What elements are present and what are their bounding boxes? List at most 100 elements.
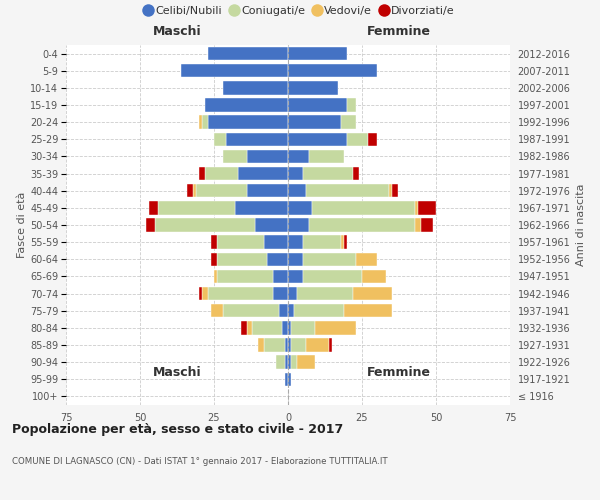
Bar — [146, 218, 155, 232]
Bar — [389, 184, 392, 198]
Bar — [314, 321, 356, 334]
Y-axis label: Anni di nascita: Anni di nascita — [576, 184, 586, 266]
Bar — [341, 116, 356, 129]
Bar — [288, 47, 347, 60]
Bar — [288, 201, 311, 214]
Bar — [288, 81, 338, 94]
Bar — [288, 184, 306, 198]
Bar — [311, 201, 415, 214]
Bar — [347, 98, 356, 112]
Bar — [344, 304, 392, 318]
Bar — [267, 252, 288, 266]
Bar — [205, 167, 238, 180]
Bar — [344, 236, 347, 249]
Bar — [181, 64, 288, 78]
Bar — [149, 201, 158, 214]
Bar — [288, 150, 309, 163]
Bar — [247, 184, 288, 198]
Bar — [288, 64, 377, 78]
Bar — [155, 218, 256, 232]
Bar — [288, 252, 303, 266]
Bar — [288, 236, 303, 249]
Bar — [288, 338, 291, 351]
Text: Femmine: Femmine — [367, 366, 431, 378]
Legend: Celibi/Nubili, Coniugati/e, Vedovi/e, Divorziati/e: Celibi/Nubili, Coniugati/e, Vedovi/e, Di… — [146, 6, 454, 16]
Bar — [223, 150, 247, 163]
Bar — [211, 304, 223, 318]
Bar — [273, 287, 288, 300]
Bar — [353, 167, 359, 180]
Bar — [288, 167, 303, 180]
Bar — [418, 201, 436, 214]
Bar — [294, 304, 344, 318]
Bar — [158, 201, 235, 214]
Bar — [347, 132, 368, 146]
Bar — [421, 218, 433, 232]
Bar — [288, 304, 294, 318]
Bar — [297, 356, 314, 369]
Text: Femmine: Femmine — [367, 25, 431, 38]
Bar — [392, 184, 398, 198]
Bar — [265, 236, 288, 249]
Bar — [303, 252, 356, 266]
Bar — [288, 372, 291, 386]
Text: COMUNE DI LAGNASCO (CN) - Dati ISTAT 1° gennaio 2017 - Elaborazione TUTTITALIA.I: COMUNE DI LAGNASCO (CN) - Dati ISTAT 1° … — [12, 458, 388, 466]
Bar — [223, 81, 288, 94]
Bar — [208, 287, 273, 300]
Bar — [265, 338, 285, 351]
Bar — [288, 321, 291, 334]
Bar — [303, 236, 341, 249]
Bar — [362, 270, 386, 283]
Bar — [291, 338, 306, 351]
Bar — [273, 270, 288, 283]
Bar — [199, 116, 202, 129]
Bar — [329, 338, 332, 351]
Bar — [309, 150, 344, 163]
Bar — [199, 167, 205, 180]
Bar — [285, 372, 288, 386]
Bar — [285, 338, 288, 351]
Bar — [226, 132, 288, 146]
Bar — [253, 321, 282, 334]
Bar — [282, 321, 288, 334]
Text: Popolazione per età, sesso e stato civile - 2017: Popolazione per età, sesso e stato civil… — [12, 422, 343, 436]
Bar — [306, 184, 389, 198]
Bar — [276, 356, 285, 369]
Bar — [291, 321, 314, 334]
Bar — [303, 167, 353, 180]
Text: Maschi: Maschi — [152, 25, 202, 38]
Y-axis label: Fasce di età: Fasce di età — [17, 192, 27, 258]
Bar — [288, 218, 309, 232]
Bar — [247, 150, 288, 163]
Bar — [193, 184, 196, 198]
Bar — [368, 132, 377, 146]
Bar — [415, 218, 421, 232]
Bar — [187, 184, 193, 198]
Bar — [285, 356, 288, 369]
Bar — [353, 287, 392, 300]
Bar — [288, 132, 347, 146]
Bar — [288, 287, 297, 300]
Bar — [247, 321, 253, 334]
Bar — [288, 116, 341, 129]
Bar — [291, 356, 297, 369]
Bar — [356, 252, 377, 266]
Bar — [214, 270, 217, 283]
Bar — [214, 132, 226, 146]
Bar — [241, 321, 247, 334]
Bar — [279, 304, 288, 318]
Bar — [297, 287, 353, 300]
Bar — [288, 98, 347, 112]
Bar — [205, 98, 288, 112]
Bar — [288, 270, 303, 283]
Bar — [238, 167, 288, 180]
Bar — [217, 236, 265, 249]
Bar — [199, 287, 202, 300]
Bar — [223, 304, 279, 318]
Bar — [208, 116, 288, 129]
Bar — [211, 252, 217, 266]
Bar — [202, 116, 208, 129]
Bar — [341, 236, 344, 249]
Bar — [217, 252, 267, 266]
Bar — [217, 270, 273, 283]
